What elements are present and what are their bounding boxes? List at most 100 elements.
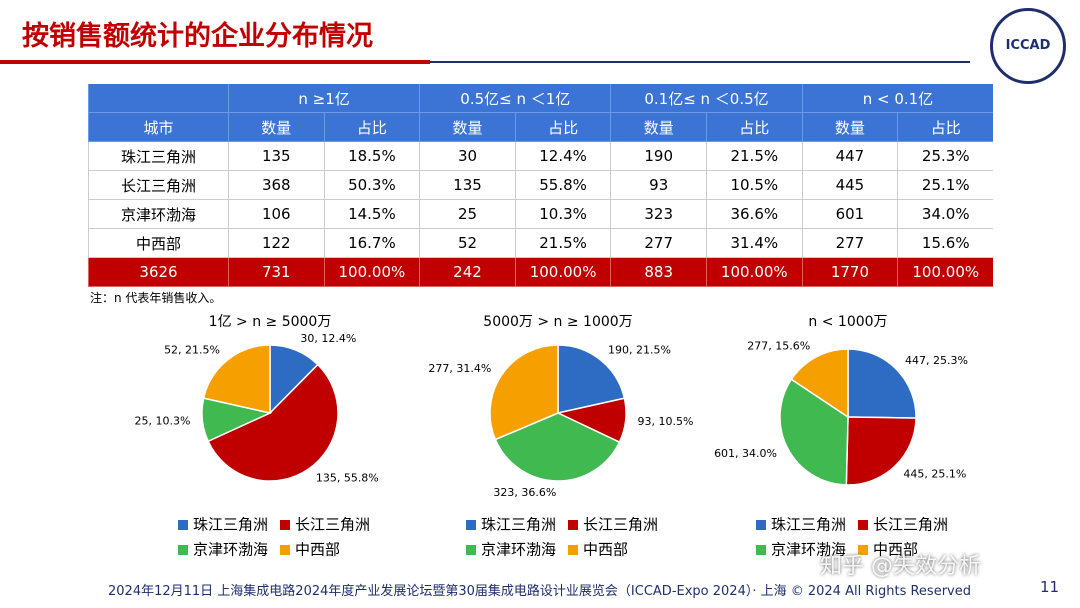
cell: 135 (419, 170, 516, 200)
group-header: n < 0.1亿 (801, 84, 994, 113)
cell: 135 (228, 141, 325, 171)
cell: 36.6% (706, 199, 803, 229)
column-header: 占比 (514, 112, 611, 142)
column-header: 数量 (610, 112, 707, 142)
column-header: 城市 (88, 112, 229, 142)
footer: 2024年12月11日 上海集成电路2024年度产业发展论坛暨第30届集成电路设… (108, 584, 971, 599)
cell: 277 (801, 228, 898, 258)
title-rule (0, 60, 430, 64)
cell: 10.3% (514, 199, 611, 229)
legend-swatch (568, 520, 578, 530)
legend-label: 长江三角洲 (295, 516, 370, 534)
legend-swatch (568, 545, 578, 555)
cell: 25 (419, 199, 516, 229)
cell: 445 (801, 170, 898, 200)
cell: 52 (419, 228, 516, 258)
data-label: 190, 21.5% (608, 344, 671, 357)
table-row: 中西部 122 16.7% 52 21.5% 277 31.4% 277 15.6% (88, 228, 994, 258)
pie-slice (847, 348, 917, 419)
cell: 中西部 (88, 228, 229, 258)
chart-title: 1亿 > n ≥ 5000万 (209, 314, 332, 330)
title-rule (430, 61, 970, 63)
column-header: 占比 (323, 112, 420, 142)
legend-swatch (756, 520, 766, 530)
cell: 25.3% (897, 141, 994, 171)
total-cell: 883 (610, 257, 707, 287)
legend-swatch (178, 520, 188, 530)
data-label: 277, 15.6% (747, 339, 810, 352)
group-header: n ≥1亿 (227, 84, 420, 113)
legend-swatch (466, 520, 476, 530)
total-cell: 100.00% (514, 257, 611, 287)
pie-slice (557, 344, 626, 414)
legend-label: 长江三角洲 (873, 516, 948, 534)
charts: 1亿 > n ≥ 5000万 30, 12.4% 135, 55.8% 25, 10.… (134, 314, 968, 559)
cell: 601 (801, 199, 898, 229)
legend-label: 中西部 (873, 541, 918, 559)
cell: 34.0% (897, 199, 994, 229)
note: 注：n 代表年销售收入。 (90, 291, 222, 305)
chart-title: n < 1000万 (808, 314, 887, 330)
pie-slice (489, 344, 559, 441)
pie-slice (202, 344, 271, 414)
cell: 15.6% (897, 228, 994, 258)
cell: 京津环渤海 (88, 199, 229, 229)
data-label: 25, 10.3% (134, 414, 190, 427)
legend-label: 京津环渤海 (771, 541, 846, 559)
cell: 30 (419, 141, 516, 171)
table-row: 珠江三角洲 135 18.5% 30 12.4% 190 21.5% 447 25.3% (88, 141, 994, 171)
watermark: 知乎 @失效分析 (820, 554, 981, 579)
data-label: 323, 36.6% (493, 486, 556, 499)
cell: 21.5% (706, 141, 803, 171)
header-row: n ≥1亿 0.5亿≤ n ＜1亿 0.1亿≤ n ＜0.5亿 n < 0.1亿 (88, 84, 994, 113)
cell: 447 (801, 141, 898, 171)
logo: ICCAD (990, 8, 1066, 84)
legend-swatch (280, 520, 290, 530)
column-header: 占比 (897, 112, 994, 142)
legend-swatch (466, 545, 476, 555)
legend-label: 长江三角洲 (583, 516, 658, 534)
group-header: 0.1亿≤ n ＜0.5亿 (610, 84, 803, 113)
data-label: 52, 21.5% (164, 344, 220, 357)
data-label: 277, 31.4% (428, 362, 491, 375)
cell: 14.5% (323, 199, 420, 229)
legend-label: 珠江三角洲 (193, 516, 268, 534)
cell: 277 (610, 228, 707, 258)
slide-title: 按销售额统计的企业分布情况 (22, 21, 373, 52)
cell: 323 (610, 199, 707, 229)
legend-label: 京津环渤海 (481, 541, 556, 559)
cell: 10.5% (706, 170, 803, 200)
legend-swatch (280, 545, 290, 555)
legend-swatch (858, 545, 868, 555)
data-label: 447, 25.3% (905, 354, 968, 367)
column-header: 数量 (801, 112, 898, 142)
table-row: 京津环渤海 106 14.5% 25 10.3% 323 36.6% 601 34.0% (88, 199, 994, 229)
cell: 190 (610, 141, 707, 171)
cell: 106 (228, 199, 325, 229)
legend-swatch (858, 520, 868, 530)
cell: 55.8% (514, 170, 611, 200)
cell: 16.7% (323, 228, 420, 258)
pie-slice (207, 363, 339, 482)
cell: 368 (228, 170, 325, 200)
cell: 12.4% (514, 141, 611, 171)
header-row: 城市 数量 占比 数量 占比 数量 占比 数量 占比 (88, 112, 994, 142)
legend-swatch (756, 545, 766, 555)
data-label: 93, 10.5% (637, 415, 693, 428)
column-header: 数量 (419, 112, 516, 142)
legend-label: 珠江三角洲 (481, 516, 556, 534)
total-cell: 1770 (801, 257, 898, 287)
cell: 21.5% (514, 228, 611, 258)
column-header: 占比 (706, 112, 803, 142)
header-cell (88, 84, 229, 113)
total-cell: 100.00% (323, 257, 420, 287)
cell: 31.4% (706, 228, 803, 258)
cell: 50.3% (323, 170, 420, 200)
data-table: n ≥1亿 0.5亿≤ n ＜1亿 0.1亿≤ n ＜0.5亿 n < 0.1亿 城市 数… (88, 84, 994, 287)
table-row: 长江三角洲 368 50.3% 135 55.8% 93 10.5% 445 25.1% (88, 170, 994, 200)
legend-label: 中西部 (295, 541, 340, 559)
pie-slice (845, 416, 917, 486)
page-number: 11 (1040, 578, 1060, 596)
cell: 25.1% (897, 170, 994, 200)
